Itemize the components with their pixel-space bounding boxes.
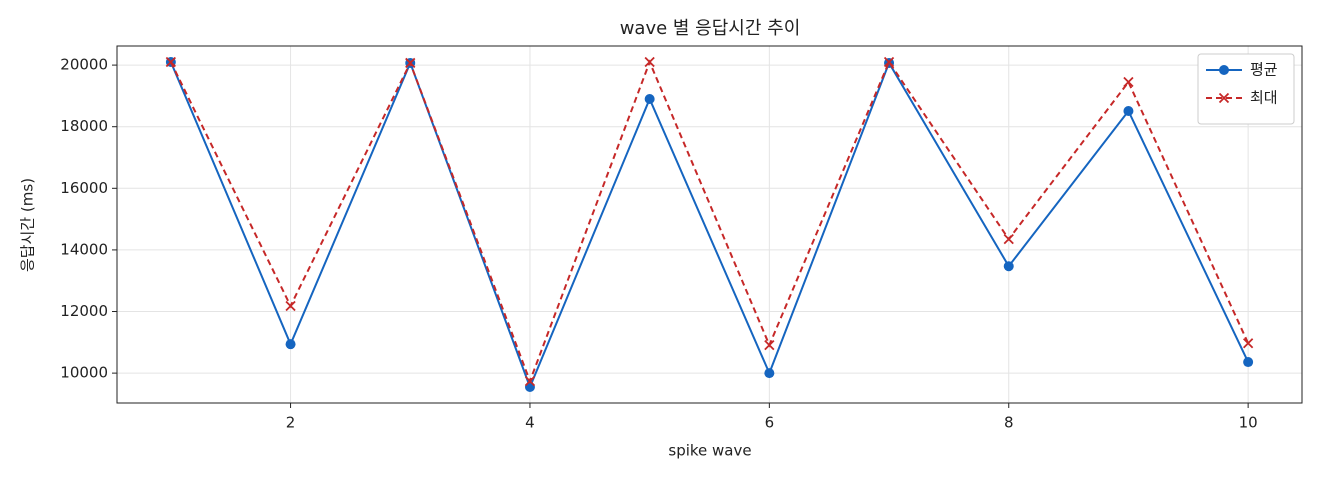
series-line bbox=[169, 60, 1250, 390]
point bbox=[883, 56, 895, 68]
y-axis-label: 응답시간 (ms) bbox=[19, 178, 37, 272]
legend-box bbox=[1197, 53, 1295, 125]
point bbox=[165, 56, 177, 68]
legend-marker bbox=[1218, 92, 1230, 104]
y-tick-label: 16000 bbox=[60, 179, 108, 197]
point bbox=[1243, 357, 1254, 368]
x-tick-label: 6 bbox=[765, 414, 775, 432]
point bbox=[1123, 76, 1134, 88]
x-tick-label: 4 bbox=[525, 414, 535, 432]
point bbox=[764, 339, 775, 351]
point bbox=[405, 57, 416, 69]
point bbox=[764, 368, 775, 379]
chart-title: wave 별 응답시간 추이 bbox=[620, 18, 801, 39]
legend-marker bbox=[1219, 65, 1229, 75]
y-tick-label: 18000 bbox=[60, 117, 108, 135]
y-tick-label: 20000 bbox=[60, 56, 108, 74]
plot-frame bbox=[116, 45, 1303, 404]
x-tick-label: 2 bbox=[286, 414, 296, 432]
x-tick-label: 10 bbox=[1239, 414, 1258, 432]
point bbox=[644, 56, 655, 68]
point bbox=[1123, 105, 1134, 116]
x-tick-label: 8 bbox=[1004, 414, 1014, 432]
y-tick-label: 14000 bbox=[60, 240, 108, 258]
legend-label: 최대 bbox=[1250, 89, 1278, 107]
point bbox=[524, 375, 536, 387]
point bbox=[285, 300, 296, 312]
point bbox=[1003, 261, 1014, 272]
legend-label: 평균 bbox=[1250, 61, 1278, 79]
point bbox=[1003, 233, 1014, 245]
x-axis-label: spike wave bbox=[668, 442, 751, 460]
series-line bbox=[169, 59, 1250, 384]
y-tick-label: 12000 bbox=[60, 302, 108, 320]
point bbox=[644, 93, 655, 104]
y-tick-label: 10000 bbox=[60, 364, 108, 382]
point bbox=[1243, 338, 1254, 349]
point bbox=[285, 339, 296, 350]
